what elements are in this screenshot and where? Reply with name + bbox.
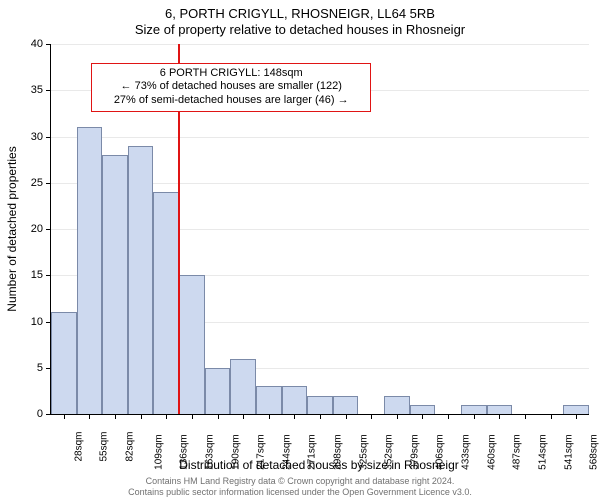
y-tick-label: 20 [31, 223, 43, 235]
histogram-bar [563, 405, 589, 414]
page-title-line2: Size of property relative to detached ho… [0, 22, 600, 38]
y-tick [46, 44, 51, 45]
x-tick [499, 414, 500, 419]
y-tick-label: 10 [31, 316, 43, 328]
x-tick [422, 414, 423, 419]
histogram-bar [307, 396, 333, 415]
histogram-bar [384, 396, 410, 415]
x-tick [320, 414, 321, 419]
y-tick [46, 414, 51, 415]
annotation-line2: ← 73% of detached houses are smaller (12… [99, 80, 363, 94]
histogram-bar [256, 386, 282, 414]
x-tick-label: 568sqm [588, 434, 599, 470]
x-tick [576, 414, 577, 419]
x-tick [269, 414, 270, 419]
histogram-bar [179, 275, 205, 414]
x-tick [166, 414, 167, 419]
histogram-bar [410, 405, 436, 414]
x-tick [89, 414, 90, 419]
x-tick [371, 414, 372, 419]
histogram-bar [205, 368, 231, 414]
histogram-bar [461, 405, 487, 414]
y-tick-label: 0 [37, 408, 43, 420]
x-tick [64, 414, 65, 419]
x-tick [474, 414, 475, 419]
x-tick [192, 414, 193, 419]
histogram-bar [487, 405, 513, 414]
histogram-bar [128, 146, 154, 414]
y-axis-title: Number of detached properties [5, 146, 19, 311]
histogram-bar [153, 192, 179, 414]
y-tick-label: 30 [31, 131, 43, 143]
y-tick-label: 5 [37, 362, 43, 374]
x-tick [551, 414, 552, 419]
footer-attribution: Contains HM Land Registry data © Crown c… [0, 476, 600, 498]
x-tick [397, 414, 398, 419]
y-tick [46, 137, 51, 138]
y-tick [46, 275, 51, 276]
histogram-bar [282, 386, 308, 414]
page-title-line1: 6, PORTH CRIGYLL, RHOSNEIGR, LL64 5RB [0, 0, 600, 22]
annotation-line1: 6 PORTH CRIGYLL: 148sqm [99, 67, 363, 81]
histogram-plot: 051015202530354028sqm55sqm82sqm109sqm136… [50, 44, 589, 415]
y-tick [46, 229, 51, 230]
x-tick [243, 414, 244, 419]
footer-line1: Contains HM Land Registry data © Crown c… [0, 476, 600, 487]
y-gridline [51, 137, 589, 138]
x-tick [346, 414, 347, 419]
footer-line2: Contains public sector information licen… [0, 487, 600, 498]
y-tick [46, 90, 51, 91]
x-axis-title: Distribution of detached houses by size … [50, 458, 588, 472]
x-tick [294, 414, 295, 419]
y-tick-label: 15 [31, 269, 43, 281]
annotation-line3: 27% of semi-detached houses are larger (… [99, 94, 363, 108]
histogram-bar [77, 127, 103, 414]
x-tick [448, 414, 449, 419]
y-gridline [51, 44, 589, 45]
histogram-bar [51, 312, 77, 414]
histogram-bar [230, 359, 256, 415]
annotation-box: 6 PORTH CRIGYLL: 148sqm← 73% of detached… [91, 63, 371, 112]
y-tick-label: 40 [31, 38, 43, 50]
x-tick [115, 414, 116, 419]
histogram-bar [102, 155, 128, 414]
y-tick [46, 183, 51, 184]
x-tick [218, 414, 219, 419]
histogram-bar [333, 396, 359, 415]
y-tick-label: 35 [31, 84, 43, 96]
x-tick [141, 414, 142, 419]
x-tick [525, 414, 526, 419]
y-tick-label: 25 [31, 177, 43, 189]
